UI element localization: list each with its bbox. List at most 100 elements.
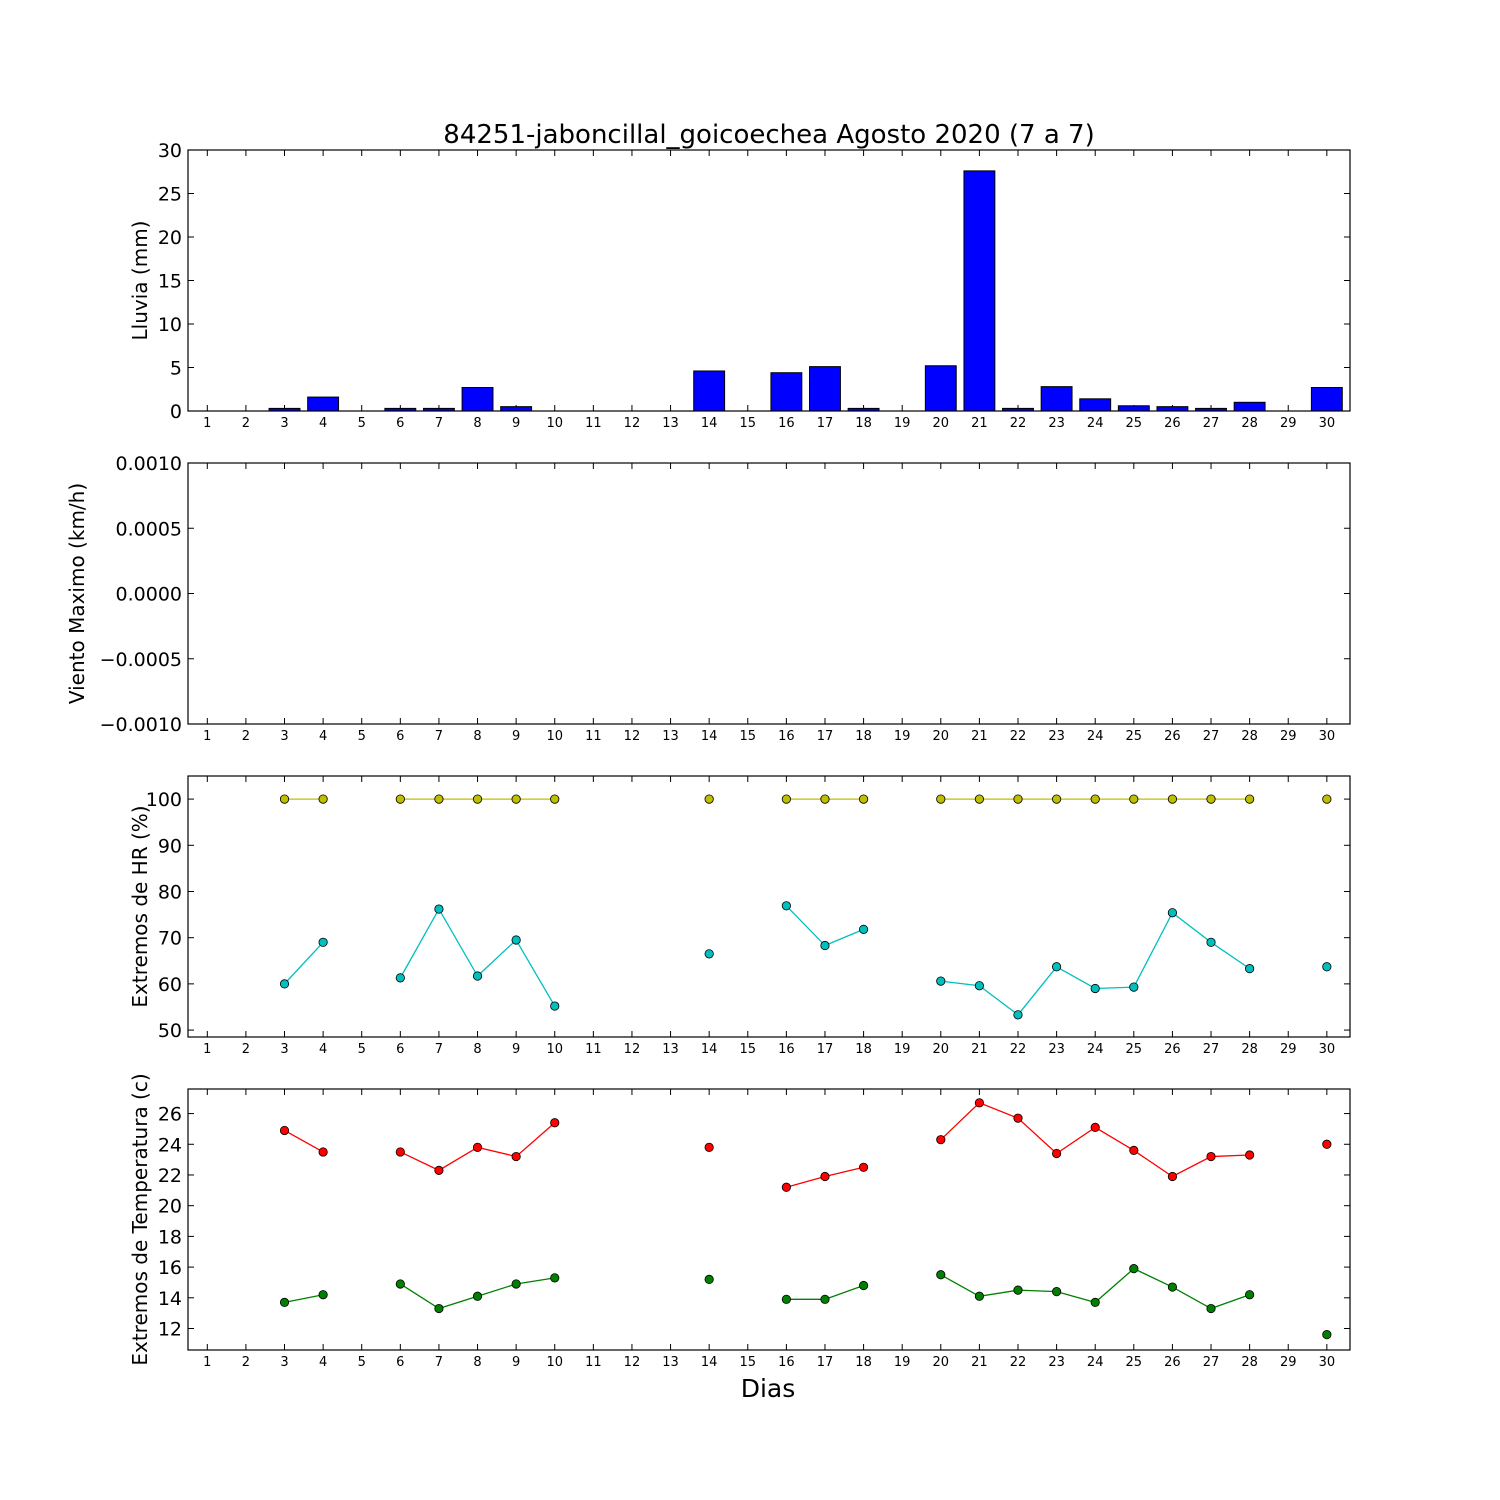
- x-tick-label: 26: [1164, 1355, 1181, 1370]
- x-tick-label: 27: [1203, 416, 1220, 431]
- x-tick-label: 11: [585, 416, 602, 431]
- data-point: [820, 1171, 830, 1182]
- data-point: [820, 940, 830, 951]
- x-tick-label: 28: [1241, 1355, 1258, 1370]
- x-tick-label: 9: [512, 1355, 520, 1370]
- data-point: [974, 1098, 984, 1108]
- plot-frame: [187, 462, 1351, 725]
- x-tick-label: 6: [396, 1042, 404, 1057]
- rain-bar: [1233, 401, 1266, 412]
- x-tick-label: 29: [1280, 1042, 1297, 1057]
- x-tick-label: 2: [242, 1042, 250, 1057]
- x-tick-label: 15: [739, 1042, 756, 1057]
- data-point: [1167, 1171, 1178, 1182]
- x-tick-label: 18: [855, 729, 872, 744]
- data-point: [1167, 794, 1178, 804]
- x-tick-label: 25: [1126, 416, 1143, 431]
- x-tick-label: 14: [701, 1042, 718, 1057]
- data-point: [1322, 1330, 1332, 1340]
- y-tick-label: −0.0005: [100, 649, 182, 671]
- x-tick-label: 2: [242, 416, 250, 431]
- x-tick-label: 15: [739, 729, 756, 744]
- data-point: [781, 1182, 791, 1192]
- x-tick-label: 12: [624, 1355, 641, 1370]
- x-tick-label: 14: [701, 729, 718, 744]
- data-point: [820, 1294, 830, 1304]
- x-tick-label: 6: [396, 729, 404, 744]
- rain-bar: [693, 370, 726, 412]
- y-tick-label: 22: [158, 1165, 182, 1187]
- x-tick-label: 18: [855, 416, 872, 431]
- x-tick-label: 16: [778, 1042, 795, 1057]
- data-point: [550, 1273, 560, 1283]
- data-point: [1167, 908, 1178, 918]
- x-tick-label: 12: [624, 416, 641, 431]
- rain-bar: [809, 366, 841, 412]
- x-tick-label: 5: [358, 729, 366, 744]
- x-tick-label: 1: [203, 416, 211, 431]
- data-point: [858, 1162, 869, 1172]
- data-point: [1206, 937, 1216, 947]
- data-point: [936, 976, 946, 986]
- data-point: [550, 1118, 560, 1128]
- x-tick-label: 20: [933, 1042, 950, 1057]
- data-point: [550, 794, 560, 804]
- data-point: [1052, 794, 1062, 804]
- x-tick-label: 11: [585, 1355, 602, 1370]
- x-tick-label: 1: [203, 1355, 211, 1370]
- x-tick-label: 19: [894, 416, 911, 431]
- data-point: [395, 973, 405, 983]
- data-point: [279, 979, 290, 989]
- x-tick-label: 23: [1048, 1042, 1065, 1057]
- x-tick-label: 15: [739, 1355, 756, 1370]
- x-tick-label: 17: [817, 1042, 834, 1057]
- x-tick-label: 19: [894, 1042, 911, 1057]
- data-point: [704, 794, 714, 804]
- chart-title: 84251-jaboncillal_goicoechea Agosto 2020…: [443, 120, 1094, 150]
- rain-bar: [1117, 405, 1150, 412]
- data-point: [511, 1151, 521, 1162]
- x-tick-label: 4: [319, 1042, 327, 1057]
- x-tick-label: 11: [585, 729, 602, 744]
- x-tick-label: 12: [624, 729, 641, 744]
- x-tick-label: 7: [435, 416, 443, 431]
- x-tick-label: 27: [1203, 1355, 1220, 1370]
- x-tick-label: 1: [203, 729, 211, 744]
- data-point: [858, 794, 869, 804]
- x-tick-label: 4: [319, 416, 327, 431]
- data-point: [511, 935, 521, 945]
- data-point: [1013, 794, 1023, 804]
- data-point: [1167, 1282, 1178, 1292]
- y-tick-label: 80: [158, 881, 182, 903]
- data-point: [704, 1142, 714, 1152]
- x-tick-label: 6: [396, 416, 404, 431]
- x-tick-label: 23: [1048, 729, 1065, 744]
- x-tick-label: 23: [1048, 1355, 1065, 1370]
- x-axis-label: Dias: [741, 1374, 796, 1403]
- data-point: [936, 1270, 946, 1280]
- x-tick-label: 17: [817, 416, 834, 431]
- data-point: [1206, 1303, 1216, 1314]
- x-tick-label: 17: [817, 729, 834, 744]
- data-point: [1052, 1287, 1062, 1297]
- y-tick-label: 26: [158, 1104, 182, 1126]
- x-tick-label: 29: [1280, 1355, 1297, 1370]
- y-tick-label: 5: [170, 358, 182, 380]
- y-tick-label: 14: [158, 1288, 182, 1310]
- data-point: [858, 924, 869, 934]
- x-tick-label: 26: [1164, 729, 1181, 744]
- x-tick-label: 7: [435, 1355, 443, 1370]
- data-point: [550, 1001, 560, 1011]
- y-tick-label: 15: [158, 271, 182, 293]
- plot-frame: [187, 775, 1351, 1038]
- rain-bar: [307, 396, 340, 412]
- x-tick-label: 24: [1087, 416, 1104, 431]
- x-tick-label: 25: [1126, 729, 1143, 744]
- x-tick-label: 25: [1126, 1042, 1143, 1057]
- rain-bar: [963, 170, 996, 412]
- y-tick-label: 24: [158, 1134, 182, 1156]
